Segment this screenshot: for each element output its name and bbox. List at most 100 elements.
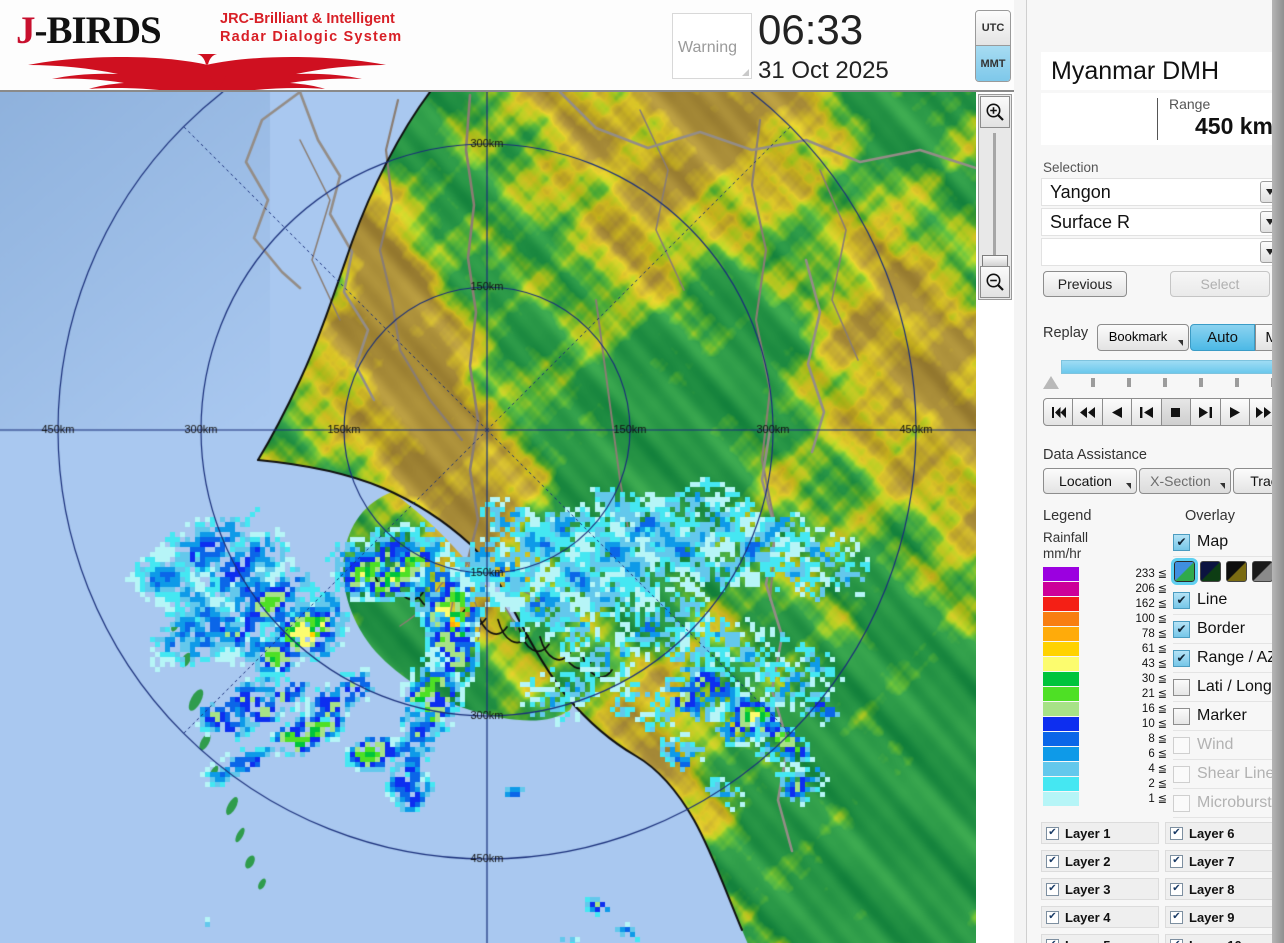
skip-start-button[interactable] — [1043, 398, 1074, 426]
rewind-button[interactable] — [1073, 398, 1103, 426]
timezone-toggle[interactable]: UTC MMT — [975, 10, 1011, 82]
checkbox-icon[interactable] — [1173, 533, 1190, 551]
layer-row[interactable]: Layer 2 — [1041, 850, 1159, 872]
clock-date: 31 Oct 2025 — [758, 57, 889, 84]
checkbox-icon[interactable] — [1170, 938, 1183, 943]
checkbox-icon[interactable] — [1046, 854, 1059, 868]
zoom-in-button[interactable] — [980, 96, 1010, 128]
legend-color-swatch — [1043, 701, 1079, 716]
layer-row[interactable]: Layer 5 — [1041, 934, 1159, 943]
xsection-button[interactable]: X-Section — [1139, 468, 1231, 494]
step-forward-button[interactable] — [1191, 398, 1221, 426]
site-select-value: Yangon — [1050, 182, 1111, 202]
map-style-gray[interactable] — [1252, 561, 1273, 582]
overlay-item-marker[interactable]: Marker — [1173, 702, 1283, 731]
legend-row: 21 ≦ — [1043, 686, 1169, 701]
play-button[interactable] — [1220, 398, 1251, 426]
zoom-slider-track[interactable] — [993, 133, 996, 261]
previous-button[interactable]: Previous — [1043, 271, 1127, 297]
play-reverse-button[interactable] — [1102, 398, 1133, 426]
legend-color-swatch — [1043, 791, 1079, 806]
warning-label: Warning — [678, 39, 737, 56]
legend-color-swatch — [1043, 671, 1079, 686]
warning-panel[interactable]: Warning — [672, 13, 752, 79]
checkbox-icon[interactable] — [1046, 826, 1059, 840]
caret-down-icon — [1220, 483, 1225, 489]
map-zoom-control[interactable] — [978, 94, 1012, 300]
layer-row[interactable]: Layer 7 — [1165, 850, 1283, 872]
bookmark-button[interactable]: Bookmark — [1097, 324, 1189, 351]
radar-map-canvas[interactable] — [0, 92, 976, 943]
replay-slider-track[interactable] — [1061, 360, 1284, 374]
legend-row: 4 ≦ — [1043, 761, 1169, 776]
slider-range-start-marker[interactable] — [1043, 376, 1059, 389]
layer-label: Layer 5 — [1065, 938, 1111, 943]
legend-section-label: Legend — [1043, 508, 1092, 524]
overlay-item-label: Microburst — [1197, 794, 1272, 811]
overlay-item-map[interactable]: Map — [1173, 528, 1283, 557]
layer-row[interactable]: Layer 3 — [1041, 878, 1159, 900]
site-select[interactable]: Yangon — [1041, 178, 1283, 206]
checkbox-icon[interactable] — [1173, 678, 1190, 696]
checkbox-icon[interactable] — [1173, 707, 1190, 725]
legend-value: 30 ≦ — [1141, 673, 1167, 685]
layer-row[interactable]: Layer 1 — [1041, 822, 1159, 844]
checkbox-icon[interactable] — [1046, 882, 1059, 896]
map-style-swatches — [1171, 557, 1283, 586]
layer-row[interactable]: Layer 4 — [1041, 906, 1159, 928]
layer-row[interactable]: Layer 6 — [1165, 822, 1283, 844]
legend-le-symbol: ≦ — [1154, 613, 1167, 625]
overlay-item-range-az[interactable]: Range / AZ — [1173, 644, 1283, 673]
zoom-out-button[interactable] — [980, 266, 1010, 298]
radar-map[interactable] — [0, 92, 976, 943]
checkbox-icon[interactable] — [1170, 826, 1183, 840]
overlay-item-label: Marker — [1197, 707, 1247, 724]
select-button: Select — [1170, 271, 1270, 297]
legend-value: 8 ≦ — [1148, 733, 1167, 745]
location-button[interactable]: Location — [1043, 468, 1137, 494]
layer-label: Layer 8 — [1189, 881, 1235, 897]
overlay-item-label: Map — [1197, 533, 1229, 550]
zoom-out-icon — [986, 273, 1004, 291]
checkbox-icon[interactable] — [1173, 591, 1190, 609]
legend-value: 43 ≦ — [1141, 658, 1167, 670]
legend-title-line1: Rainfall — [1043, 530, 1089, 545]
step-back-button[interactable] — [1132, 398, 1162, 426]
checkbox-icon[interactable] — [1173, 620, 1190, 638]
extra-select[interactable] — [1041, 238, 1283, 266]
overlay-item-line[interactable]: Line — [1173, 586, 1283, 615]
panel-scrollbar[interactable] — [1272, 0, 1284, 943]
checkbox-icon[interactable] — [1170, 882, 1183, 896]
app-header: J-BIRDS JRC-Brilliant & Intelligent Rada… — [0, 0, 1024, 92]
stop-button[interactable] — [1161, 398, 1192, 426]
checkbox-icon[interactable] — [1046, 910, 1059, 924]
legend-row: 233 ≦ — [1043, 566, 1169, 581]
map-style-olive[interactable] — [1226, 561, 1247, 582]
zoom-in-icon — [986, 103, 1004, 121]
product-select[interactable]: Surface R — [1041, 208, 1283, 236]
map-style-dark-blue[interactable] — [1200, 561, 1221, 582]
overlay-options: Map Line Border Range / AZ Lati / Long Marker… — [1171, 528, 1283, 818]
overlay-item-label: Lati / Long — [1197, 678, 1272, 695]
legend-le-symbol: ≦ — [1154, 733, 1167, 745]
slider-tick — [1235, 378, 1239, 387]
layer-row[interactable]: Layer 9 — [1165, 906, 1283, 928]
bookmark-label: Bookmark — [1108, 329, 1168, 344]
layer-row[interactable]: Layer 8 — [1165, 878, 1283, 900]
checkbox-icon[interactable] — [1170, 910, 1183, 924]
overlay-item-lati-long[interactable]: Lati / Long — [1173, 673, 1283, 702]
legend-color-swatch — [1043, 761, 1079, 776]
replay-auto-button[interactable]: Auto — [1190, 324, 1255, 351]
map-style-color[interactable] — [1171, 558, 1198, 585]
overlay-item-border[interactable]: Border — [1173, 615, 1283, 644]
replay-time-slider[interactable] — [1043, 357, 1284, 392]
overlay-item-label: Border — [1197, 620, 1246, 637]
timezone-mmt-button[interactable]: MMT — [976, 46, 1010, 81]
checkbox-icon[interactable] — [1046, 938, 1059, 943]
logo-tagline-line2: Radar Dialogic System — [220, 29, 403, 45]
checkbox-icon[interactable] — [1170, 854, 1183, 868]
timezone-utc-button[interactable]: UTC — [976, 11, 1010, 46]
resize-grip-icon — [742, 69, 749, 76]
checkbox-icon[interactable] — [1173, 649, 1190, 667]
layer-row[interactable]: Layer 10 — [1165, 934, 1283, 943]
